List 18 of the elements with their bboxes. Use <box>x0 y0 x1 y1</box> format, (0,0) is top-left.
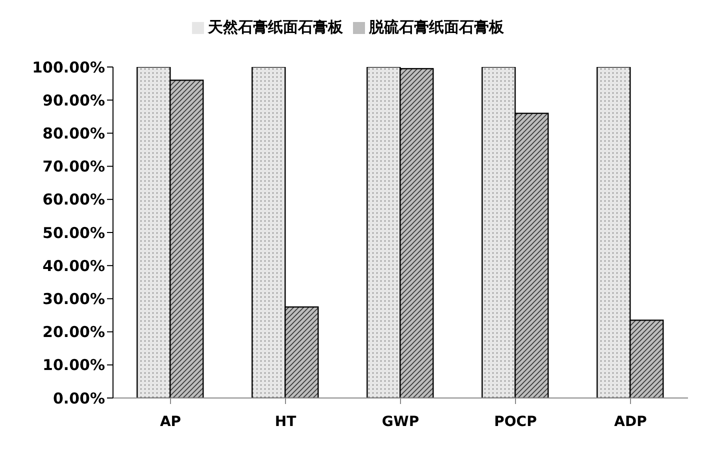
y-tick-label: 60.00% <box>42 190 105 209</box>
x-tick-label: HT <box>274 414 297 430</box>
y-tick-label: 20.00% <box>42 323 105 342</box>
x-tick-label: GWP <box>382 414 420 430</box>
legend-label: 天然石膏纸面石膏板 <box>208 18 343 36</box>
legend-label: 脱硫石膏纸面石膏板 <box>369 18 504 36</box>
y-tick-label: 30.00% <box>42 290 105 308</box>
y-tick-label: 0.00% <box>52 389 105 408</box>
x-tick-label: ADP <box>614 414 647 430</box>
y-tick-label: 100.00% <box>32 58 105 76</box>
y-tick-label: 70.00% <box>42 158 105 176</box>
x-tick-label: POCP <box>494 414 537 430</box>
y-tick-label: 40.00% <box>42 256 105 275</box>
y-tick-label: 10.00% <box>42 356 105 374</box>
x-tick-label: AP <box>160 414 182 430</box>
y-tick-label: 80.00% <box>42 124 105 143</box>
y-tick-label: 90.00% <box>42 91 105 110</box>
y-tick-label: 50.00% <box>42 224 105 242</box>
